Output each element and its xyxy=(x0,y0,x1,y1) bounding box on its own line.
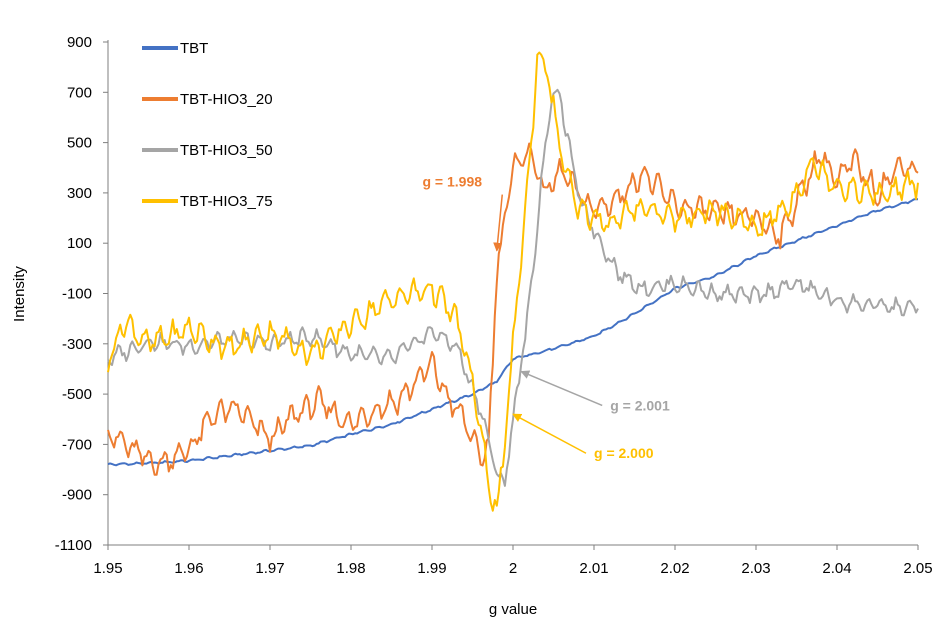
series-line-tbt xyxy=(107,198,919,467)
annotation-label: g = 2.000 xyxy=(594,445,654,461)
y-tick-label: -1100 xyxy=(55,537,92,554)
y-tick-label: -100 xyxy=(62,286,92,303)
x-tick-label: 1.96 xyxy=(174,560,203,577)
chart-annotations: g = 1.998 g = 2.001 g = 2.000 xyxy=(422,174,669,462)
x-tick-label: 2.04 xyxy=(822,560,851,577)
y-tick-label: 300 xyxy=(67,185,92,202)
x-axis-title: g value xyxy=(489,601,537,618)
x-tick-label: 2.03 xyxy=(741,560,770,577)
annotation-arrow xyxy=(520,370,603,407)
y-tick-label: 900 xyxy=(67,34,92,51)
annotation-label: g = 2.001 xyxy=(610,397,670,413)
series-line-tbt-hio3-20 xyxy=(107,142,919,476)
x-tick-label: 1.98 xyxy=(336,560,365,577)
legend-label: TBT-HIO3_50 xyxy=(180,142,273,159)
x-tick-label: 2.02 xyxy=(660,560,689,577)
legend-label: TBT-HIO3_20 xyxy=(180,91,273,108)
x-tick-label: 1.97 xyxy=(255,560,284,577)
x-tick-label: 1.99 xyxy=(417,560,446,577)
x-tick-label: 2 xyxy=(509,560,517,577)
series-lines xyxy=(107,51,919,512)
annotation-arrow xyxy=(493,194,503,252)
y-tick-label: 700 xyxy=(67,84,92,101)
y-tick-label: 100 xyxy=(67,235,92,252)
y-tick-label: -300 xyxy=(62,336,92,353)
y-tick-label: -900 xyxy=(62,487,92,504)
annotation-label: g = 1.998 xyxy=(422,174,482,190)
x-tick-label: 2.05 xyxy=(903,560,932,577)
chart-legend: TBT TBT-HIO3_20 TBT-HIO3_50 TBT-HIO3_75 xyxy=(142,40,273,210)
legend-label: TBT-HIO3_75 xyxy=(180,193,273,210)
series-line-tbt-hio3-75 xyxy=(107,51,919,512)
y-tick-label: -700 xyxy=(62,436,92,453)
y-axis-title: Intensity xyxy=(11,266,28,322)
y-tick-label: -500 xyxy=(62,386,92,403)
y-tick-label: 500 xyxy=(67,135,92,152)
legend-label: TBT xyxy=(180,40,208,57)
chart-axes: 1.95 1.96 1.97 1.98 1.99 2 2.01 2.02 2.03 2.04 2.0… xyxy=(55,34,933,577)
x-tick-label: 1.95 xyxy=(93,560,122,577)
x-tick-label: 2.01 xyxy=(579,560,608,577)
annotation-arrow xyxy=(512,413,587,454)
